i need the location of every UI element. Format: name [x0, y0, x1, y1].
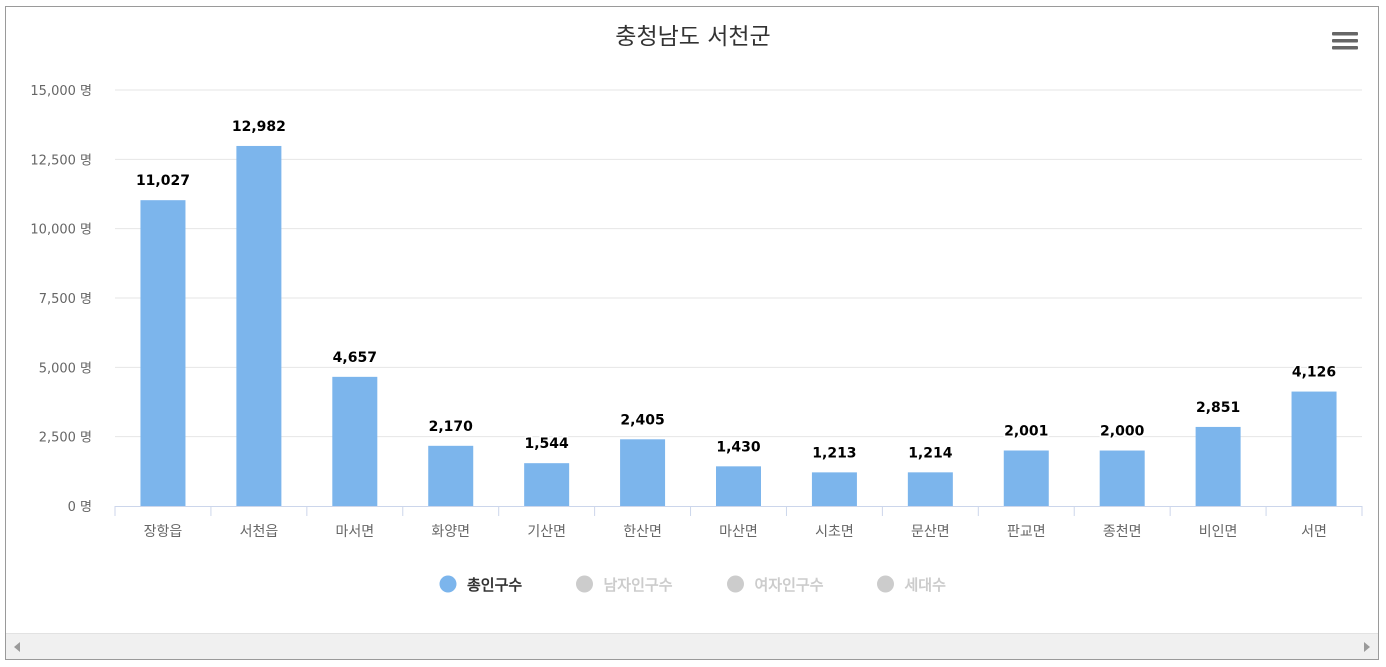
y-tick-label: 2,500 명: [39, 431, 92, 446]
y-tick-label: 15,000 명: [30, 84, 92, 99]
y-tick-label: 0 명: [68, 500, 92, 515]
bar[interactable]: [620, 439, 666, 506]
legend-symbol: [576, 575, 593, 593]
data-label: 2,000: [1100, 424, 1145, 440]
bars: 11,027 12,982 4,657 2,170 1,544 2,405 1,430 1,2…: [134, 117, 1338, 506]
x-tick-label: 한산면: [623, 524, 662, 540]
data-label: 4,657: [333, 350, 377, 366]
legend-symbol: [877, 575, 894, 593]
grid-lines: [115, 89, 1362, 438]
x-tick-label: 마서면: [335, 524, 374, 540]
data-label: 1,544: [525, 436, 570, 452]
legend-item[interactable]: 남자인구수: [576, 575, 673, 595]
bar[interactable]: [1291, 391, 1337, 506]
bar[interactable]: [236, 145, 282, 506]
legend-item[interactable]: 여자인구수: [727, 575, 824, 595]
x-tick-label: 마산면: [719, 524, 758, 540]
legend-label: 총인구수: [467, 576, 522, 594]
legend-symbol: [727, 575, 744, 593]
x-tick-label: 화양면: [431, 524, 470, 540]
legend-label: 여자인구수: [755, 576, 824, 594]
x-tick-label: 서천읍: [240, 524, 279, 540]
bar[interactable]: [716, 466, 761, 506]
bar[interactable]: [907, 472, 953, 506]
arrow-left-icon[interactable]: [14, 642, 20, 652]
x-axis: 장항읍 서천읍 마서면 화양면 기산면 한산면 마산면 시초면 문산면 판교면 종천면 비인면 서면: [114, 506, 1363, 540]
bar[interactable]: [524, 463, 570, 506]
legend-item[interactable]: 총인구수: [439, 575, 523, 595]
data-label: 2,001: [1004, 424, 1048, 440]
legend: 총인구수 남자인구수 여자인구수 세대수: [439, 575, 947, 595]
bar[interactable]: [1003, 450, 1049, 506]
hamburger-menu-icon[interactable]: [1332, 31, 1358, 51]
data-label: 1,430: [716, 439, 761, 455]
x-tick-label: 판교면: [1007, 524, 1046, 540]
data-label: 2,405: [620, 412, 664, 428]
y-tick-label: 10,000 명: [30, 223, 92, 238]
x-tick-label: 시초면: [815, 524, 854, 540]
y-tick-label: 5,000 명: [39, 361, 92, 376]
data-label: 1,213: [812, 445, 856, 461]
x-tick-label: 기산면: [527, 524, 566, 540]
bar[interactable]: [1195, 426, 1241, 506]
data-label: 12,982: [232, 119, 286, 135]
legend-label: 세대수: [905, 576, 947, 594]
x-tick-label: 문산면: [911, 524, 950, 540]
y-tick-label: 12,500 명: [30, 153, 92, 168]
bar[interactable]: [140, 200, 186, 506]
legend-item[interactable]: 세대수: [877, 575, 947, 595]
data-label: 1,214: [908, 445, 953, 461]
data-label: 11,027: [136, 173, 190, 189]
y-tick-label: 7,500 명: [39, 292, 92, 307]
bar[interactable]: [1099, 450, 1145, 506]
data-label: 2,851: [1196, 400, 1240, 416]
bar[interactable]: [811, 472, 857, 506]
x-tick-label: 종천면: [1103, 524, 1142, 540]
x-tick-label: 장항읍: [144, 524, 183, 540]
legend-symbol: [439, 575, 457, 593]
bar[interactable]: [428, 445, 474, 506]
x-tick-label: 서면: [1301, 524, 1327, 540]
y-axis: 0 명 2,500 명 5,000 명 7,500 명 10,000 명 12,500 명…: [30, 84, 92, 515]
chart-title: 충청남도 서천군: [615, 24, 770, 50]
chart-container: [5, 6, 1379, 660]
arrow-right-icon[interactable]: [1364, 642, 1370, 652]
legend-label: 남자인구수: [604, 576, 673, 594]
bar[interactable]: [332, 376, 378, 506]
x-tick-label: 비인면: [1199, 524, 1238, 540]
data-label: 4,126: [1292, 365, 1336, 381]
horizontal-scrollbar[interactable]: [6, 633, 1378, 659]
data-label: 2,170: [429, 419, 474, 435]
